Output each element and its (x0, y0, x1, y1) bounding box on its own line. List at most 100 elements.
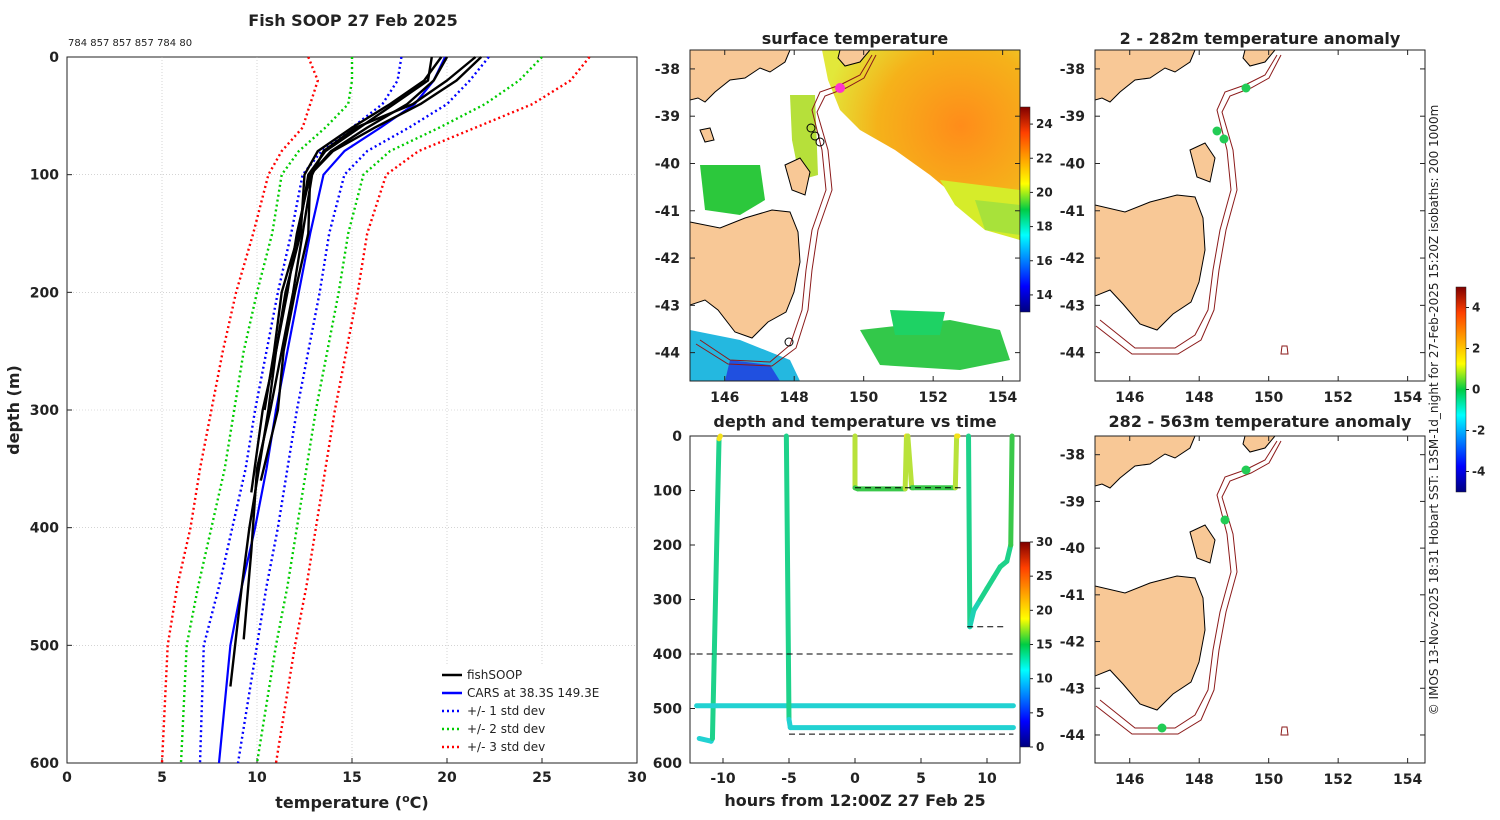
sst-station-marker (806, 123, 816, 133)
profile-line-fishsoop-4 (259, 56, 483, 481)
anom-isobath (1095, 440, 1282, 735)
time-xlabel: hours from 12:00Z 27 Feb 25 (724, 791, 985, 810)
time-axes (689, 435, 1021, 764)
anom-land-tasmania (1095, 194, 1206, 331)
lon-tick-label: 152 (919, 390, 948, 406)
time-lines (694, 433, 1016, 744)
anom-station (1219, 134, 1229, 144)
time-line-tow-3 (783, 433, 1016, 731)
profile-line--2-std (255, 56, 543, 764)
anomaly-map-bottom: 282 - 563m temperature anomaly -38 -39 -40… (1060, 412, 1426, 788)
y-tick-label: 200 (30, 285, 59, 301)
y-tick-label: 300 (653, 593, 682, 609)
lat-tick-label: -41 (1060, 588, 1085, 604)
lon-tick-label: 152 (1324, 390, 1353, 406)
x-tick-label: 5 (157, 770, 167, 786)
sst-current-position (835, 83, 845, 93)
y-tick-label: 0 (49, 50, 59, 66)
x-tick-label: 0 (62, 770, 72, 786)
y-tick-label: 100 (30, 168, 59, 184)
sst-land-victoria (837, 50, 871, 67)
sst-green-patch (890, 310, 945, 335)
profile-xlabel: temperature (oC) (275, 792, 428, 812)
sst-title: surface temperature (762, 29, 949, 48)
sst-green-patch (975, 200, 1020, 235)
time-segment (967, 607, 977, 630)
lon-tick-label: 148 (1185, 390, 1214, 406)
legend-item-cars: CARS at 38.3S 149.3E (442, 686, 599, 700)
colorbar-tick-label: 16 (1036, 254, 1053, 268)
lat-tick-label: -41 (1060, 204, 1085, 220)
legend-label: CARS at 38.3S 149.3E (467, 686, 599, 700)
profile-grid (67, 57, 637, 763)
anom-station (1220, 515, 1230, 525)
lon-tick-label: 150 (1254, 390, 1283, 406)
x-tick-label: -5 (781, 771, 797, 787)
time-line-tow-4 (852, 433, 961, 492)
legend-label: +/- 1 std dev (467, 704, 545, 718)
time-segment (905, 433, 915, 491)
anom-station (1241, 83, 1251, 93)
lon-tick-label: 154 (1393, 772, 1422, 788)
lon-tick-label: 150 (1254, 772, 1283, 788)
anom-bottom-lat-ticks: -38 -39 -40 -41 -42 -43 -44 (1060, 448, 1425, 744)
lat-tick-label: -39 (1060, 494, 1085, 510)
colorbar-tick-label: -2 (1472, 424, 1485, 438)
colorbar-tick-label: 4 (1472, 301, 1480, 315)
anom-isobath (1099, 54, 1278, 349)
anom-seamount (1280, 726, 1289, 736)
profile-line-fishsoop-2 (242, 56, 477, 640)
colorbar-tick-label: -4 (1472, 465, 1485, 479)
colorbar-tick-label: 0 (1472, 383, 1480, 397)
sst-lon-ticks: 146 148 150 152 154 (710, 50, 1017, 406)
time-plot: depth and temperature vs time -10 -5 0 5 100… (653, 412, 1053, 810)
legend-label: +/- 3 std dev (467, 740, 545, 754)
time-colorbar: 30 25 20 15 10 5 0 (1019, 535, 1053, 754)
anom-top-lon-ticks: 146 148 150 152 154 (1115, 50, 1422, 406)
sst-station-marker (784, 337, 794, 347)
anom-land-island (1189, 524, 1216, 564)
lon-tick-label: 154 (1393, 390, 1422, 406)
y-tick-label: 200 (653, 538, 682, 554)
lat-tick-label: -41 (655, 204, 680, 220)
colorbar-tick-label: 18 (1036, 220, 1053, 234)
colorbar-tick-label: 22 (1036, 151, 1053, 165)
sst-station-marker (810, 131, 820, 141)
lon-tick-label: 154 (988, 390, 1017, 406)
y-tick-label: 500 (653, 702, 682, 718)
lat-tick-label: -44 (1060, 346, 1086, 362)
sst-land-tasmania (690, 209, 801, 339)
y-tick-label: 0 (672, 429, 682, 445)
colorbar-tick-label: 30 (1036, 535, 1053, 549)
colorbar-tick-label: 20 (1036, 603, 1053, 617)
lat-tick-label: -44 (655, 346, 681, 362)
sst-land-island (784, 157, 811, 196)
time-segment (1008, 433, 1015, 548)
y-tick-label: 400 (653, 647, 682, 663)
colorbar-tick-label: 5 (1036, 706, 1044, 720)
profile-x-ticks: 0 5 10 15 20 25 30 (62, 758, 647, 786)
colorbar-tick-label: 2 (1472, 342, 1480, 356)
legend-label: fishSOOP (467, 668, 522, 682)
credit-text: © IMOS 13-Nov-2025 18:31 Hobart SST: L3S… (1427, 105, 1441, 716)
sst-land-victoria (690, 50, 791, 103)
anom-land-victoria (1242, 436, 1276, 453)
time-segment (709, 436, 722, 741)
y-tick-label: 100 (653, 484, 682, 500)
profile-line--3-std (274, 56, 591, 764)
profile-ylabel: depth (m) (4, 365, 23, 455)
lon-tick-label: 148 (780, 390, 809, 406)
time-line-tow-5 (966, 433, 1015, 630)
anom-station (1157, 723, 1167, 733)
lat-tick-label: -39 (1060, 109, 1085, 125)
anomaly-map-top: 2 - 282m temperature anomaly -38 -39 -40 -4… (1060, 29, 1426, 406)
y-tick-label: 600 (30, 756, 59, 772)
sst-land-island (699, 127, 715, 143)
lat-tick-label: -40 (655, 156, 681, 172)
sst-green-patch (790, 95, 818, 180)
x-tick-label: 25 (532, 770, 551, 786)
legend-item-std1: +/- 1 std dev (442, 704, 545, 718)
profile-title: Fish SOOP 27 Feb 2025 (248, 11, 457, 30)
lat-tick-label: -38 (655, 62, 680, 78)
